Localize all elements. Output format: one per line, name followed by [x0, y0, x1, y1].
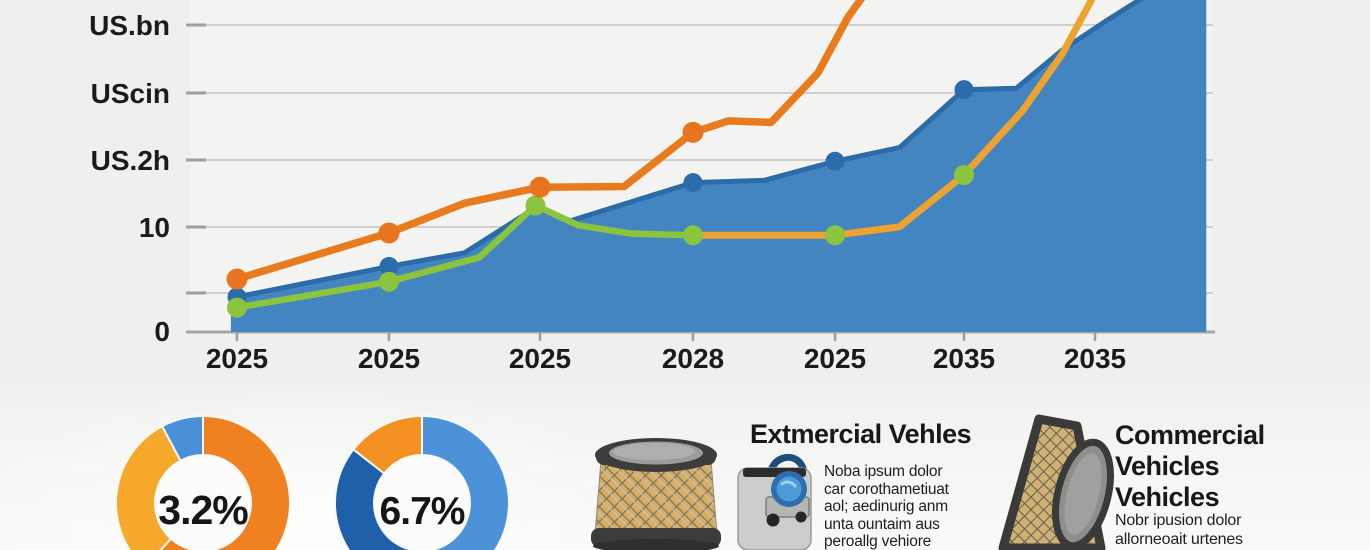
green-marker	[379, 271, 399, 292]
y-tick-label: US.2h	[91, 145, 170, 176]
cylindrical-air-filter-image	[591, 438, 721, 550]
right-section-heading: Commercial Vehicles Vehicles	[1115, 420, 1265, 512]
orange-marker	[226, 268, 248, 290]
y-tick-label: US.bn	[89, 10, 170, 41]
green-marker	[525, 195, 546, 216]
orange-marker	[682, 121, 704, 143]
donut-1-percent: 3.2%	[158, 487, 248, 533]
middle-section-heading: Extmercial Vehles	[750, 419, 972, 449]
donut-hole	[156, 456, 250, 550]
compressor-canister-image	[737, 453, 812, 550]
blue-marker	[683, 173, 703, 193]
x-tick-label: 2025	[206, 343, 268, 374]
green-marker	[825, 225, 845, 246]
donut-segment-dark-orange	[159, 414, 291, 550]
donut-segment-light-blue	[416, 414, 510, 550]
x-tick-label: 2035	[1064, 343, 1126, 374]
donut-segment-orange	[352, 414, 423, 475]
x-tick-label: 2028	[662, 343, 724, 374]
blue-marker	[379, 256, 399, 276]
y-axis-labels: US.bn UScin US.2h 10 0	[89, 10, 170, 347]
x-tick-label: 2025	[509, 343, 571, 374]
blue-marker	[954, 80, 974, 100]
blue-marker	[825, 151, 845, 171]
y-tick-label: UScin	[91, 78, 170, 109]
donut-charts	[115, 414, 510, 550]
orange-marker	[378, 222, 400, 244]
x-axis-labels: 2025 2025 2025 2028 2025 2035 2035	[206, 332, 1126, 374]
green-marker	[683, 225, 703, 246]
y-tick-label: 10	[139, 212, 170, 243]
green-marker	[954, 165, 974, 186]
product-images	[591, 414, 1114, 550]
donut-chart-2	[334, 414, 510, 550]
y-tick-label: 0	[154, 316, 170, 347]
blue-area-edge	[230, 0, 1147, 301]
donut-2-percent: 6.7%	[379, 490, 466, 533]
donut-segment-amber	[115, 424, 182, 550]
orange-marker	[529, 176, 551, 198]
x-tick-label: 2035	[933, 343, 995, 374]
donut-hole	[375, 456, 469, 550]
right-section-body: Nobr ipusion dolor allorneoait urtenes	[1115, 512, 1243, 548]
x-tick-label: 2025	[358, 343, 420, 374]
donut-segment-blue	[160, 414, 204, 462]
cone-air-filter-image	[998, 414, 1114, 550]
middle-section-body: Noba ipsum dolor car corothametiuat aol;…	[824, 463, 949, 550]
x-tick-label: 2025	[804, 343, 866, 374]
green-marker	[227, 297, 247, 318]
donut-segment-dark-blue	[334, 448, 419, 550]
donut-chart-1	[115, 414, 291, 550]
